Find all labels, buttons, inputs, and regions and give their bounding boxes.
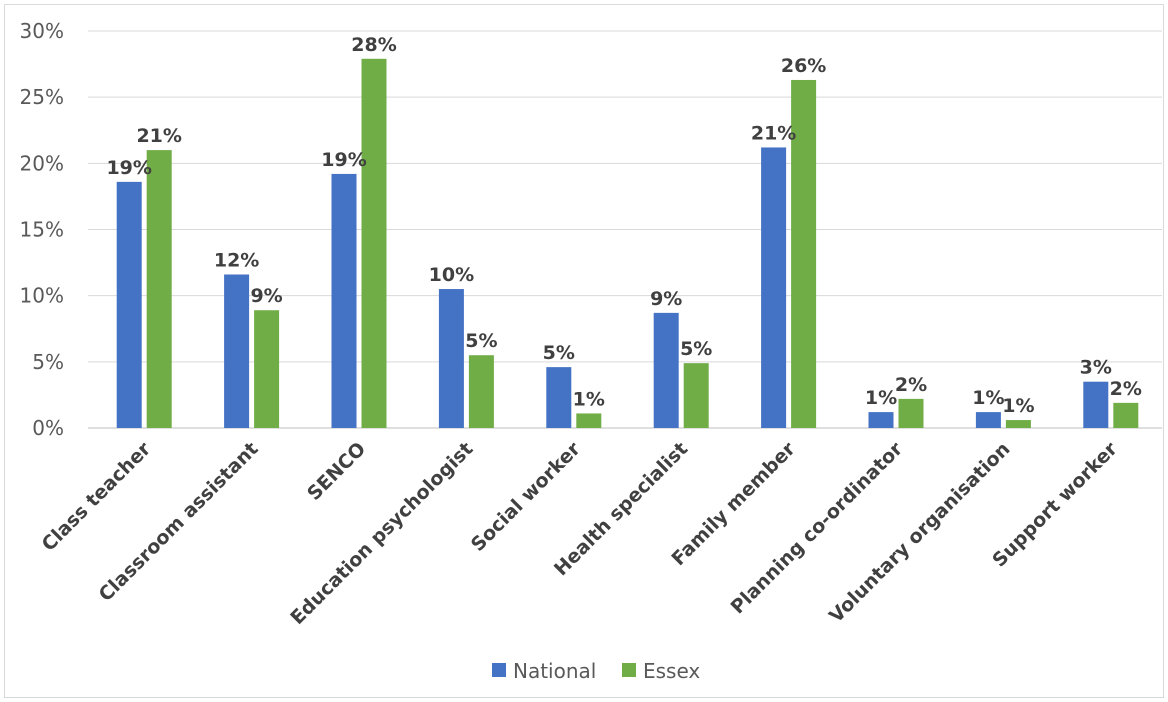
chart-frame <box>4 4 1164 698</box>
essex-data-label: 1% <box>1002 395 1034 417</box>
essex-bar <box>791 79 817 429</box>
national-data-label: 12% <box>214 249 259 271</box>
national-data-label: 10% <box>429 264 474 286</box>
y-tick-label: 20% <box>20 151 64 175</box>
national-data-label: 1% <box>972 387 1004 409</box>
essex-bar <box>361 58 387 428</box>
national-bar <box>438 289 464 428</box>
y-axis-ticks: 0% 5% 10% 15% 20% 25% 30% <box>20 19 64 440</box>
essex-bar <box>1005 420 1031 428</box>
y-tick-label: 15% <box>20 218 64 242</box>
national-bar <box>868 412 894 428</box>
essex-bar <box>683 363 709 428</box>
essex-legend-swatch <box>622 663 636 677</box>
essex-data-label: 2% <box>895 374 927 396</box>
essex-data-label: 1% <box>573 388 605 410</box>
national-data-label: 19% <box>321 149 366 171</box>
y-tick-label: 25% <box>20 85 64 109</box>
essex-bar <box>576 413 602 428</box>
national-bar <box>1083 381 1109 428</box>
bars <box>116 58 1139 429</box>
national-data-label: 19% <box>106 157 151 179</box>
category-label: Class teacher <box>38 438 156 556</box>
essex-data-label: 21% <box>136 125 181 147</box>
national-bar <box>761 147 787 428</box>
category-label: Education psychologist <box>286 438 477 629</box>
essex-bar <box>146 150 172 428</box>
national-legend-label: National <box>513 659 596 683</box>
national-data-label: 1% <box>865 387 897 409</box>
y-tick-label: 0% <box>32 416 64 440</box>
essex-bar <box>898 398 924 428</box>
category-label: Social worker <box>467 438 585 556</box>
y-tick-label: 5% <box>32 350 64 374</box>
category-label: Voluntary organisation <box>825 438 1014 627</box>
y-tick-label: 10% <box>20 284 64 308</box>
national-bar <box>331 173 357 428</box>
essex-data-label: 2% <box>1110 378 1142 400</box>
essex-bar <box>254 310 280 428</box>
essex-data-label: 28% <box>351 34 396 56</box>
essex-data-label: 9% <box>250 285 282 307</box>
national-bar <box>653 312 679 428</box>
data-labels: 19%21%12%9%19%28%10%5%5%1%9%5%21%26%1%2%… <box>106 34 1141 417</box>
national-bar <box>116 181 142 428</box>
national-bar <box>975 412 1001 428</box>
category-label: SENCO <box>303 438 370 505</box>
essex-data-label: 5% <box>680 338 712 360</box>
national-legend-swatch <box>492 663 506 677</box>
y-tick-label: 30% <box>20 19 64 43</box>
national-data-label: 21% <box>751 122 796 144</box>
national-data-label: 9% <box>650 288 682 310</box>
national-data-label: 3% <box>1080 357 1112 379</box>
essex-bar <box>1113 402 1139 428</box>
essex-bar <box>468 355 494 428</box>
essex-data-label: 26% <box>781 55 826 77</box>
national-bar <box>224 274 250 428</box>
essex-legend-label: Essex <box>643 659 700 683</box>
legend: National Essex <box>492 659 700 683</box>
national-data-label: 5% <box>543 342 575 364</box>
essex-data-label: 5% <box>465 330 497 352</box>
category-label: Planning co-ordinator <box>727 438 908 619</box>
national-bar <box>546 367 572 428</box>
